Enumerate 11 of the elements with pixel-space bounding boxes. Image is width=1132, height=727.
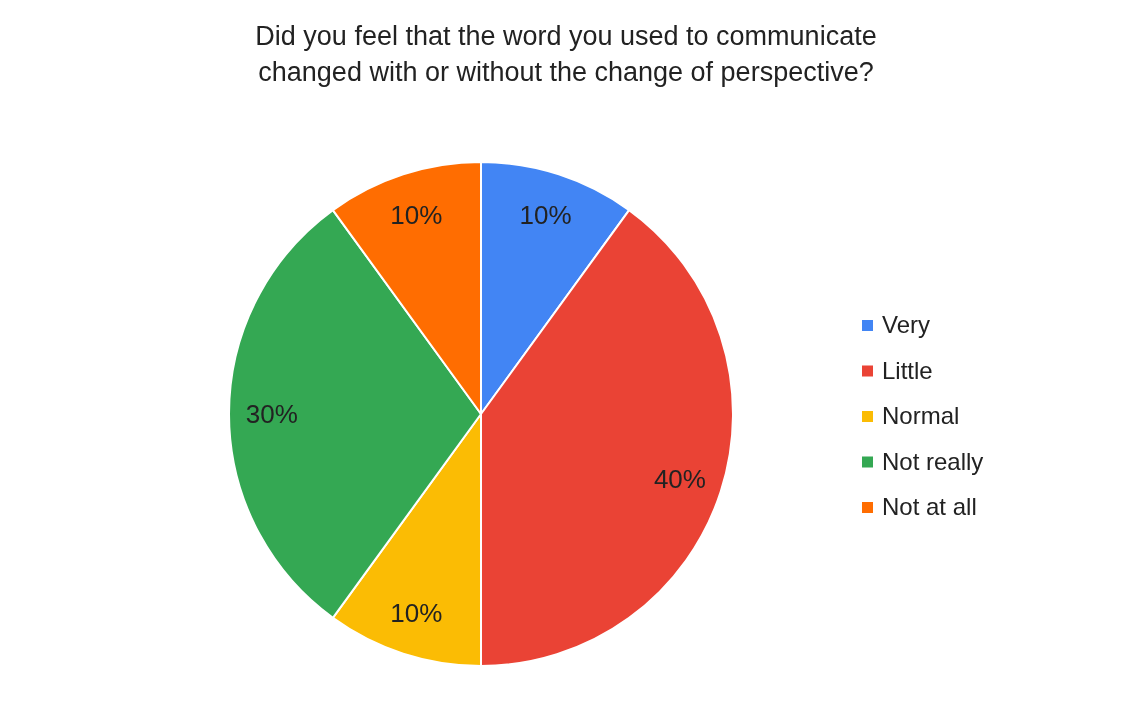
- legend-label: Very: [882, 311, 931, 339]
- data-label: 10%: [390, 598, 443, 629]
- data-label: 10%: [390, 200, 443, 231]
- legend-label: Not at all: [882, 493, 977, 521]
- chart-title: Did you feel that the word you used to communicate changed with or without the change of perspective?: [255, 21, 877, 87]
- legend-label: Normal: [882, 402, 960, 430]
- data-label: 30%: [245, 399, 298, 430]
- data-label: 40%: [653, 463, 706, 494]
- data-label: 10%: [519, 200, 572, 231]
- legend-label: Little: [882, 356, 933, 384]
- legend-label: Not really: [882, 447, 984, 475]
